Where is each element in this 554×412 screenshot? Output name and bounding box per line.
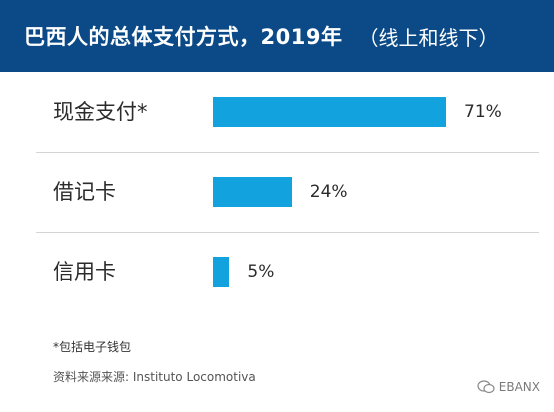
source-note: 资料来源来源: Instituto Locomotiva [53, 370, 256, 384]
bar-chart: 现金支付* 71% 借记卡 24% 信用卡 5% [0, 72, 554, 312]
footnote: *包括电子钱包 [53, 340, 132, 354]
value-label: 71% [464, 102, 502, 122]
watermark: EBANX [477, 380, 540, 394]
chart-subtitle: （线上和线下） [358, 25, 499, 50]
wechat-icon [477, 380, 495, 394]
bar [213, 257, 230, 287]
chart-header: 巴西人的总体支付方式，2019年 （线上和线下） [0, 0, 554, 72]
chart-title: 巴西人的总体支付方式，2019年 [24, 25, 343, 49]
bar [213, 97, 446, 127]
bar-row: 借记卡 24% [0, 152, 554, 232]
bar-row: 信用卡 5% [0, 232, 554, 312]
row-divider [36, 152, 539, 153]
value-label: 24% [309, 182, 348, 202]
category-label: 借记卡 [53, 180, 116, 204]
bar [213, 177, 292, 207]
row-divider [36, 232, 539, 233]
category-label: 现金支付* [53, 100, 148, 124]
watermark-text: EBANX [498, 380, 540, 394]
category-label: 信用卡 [53, 260, 116, 284]
bar-row: 现金支付* 71% [0, 72, 554, 152]
value-label: 5% [247, 262, 275, 282]
